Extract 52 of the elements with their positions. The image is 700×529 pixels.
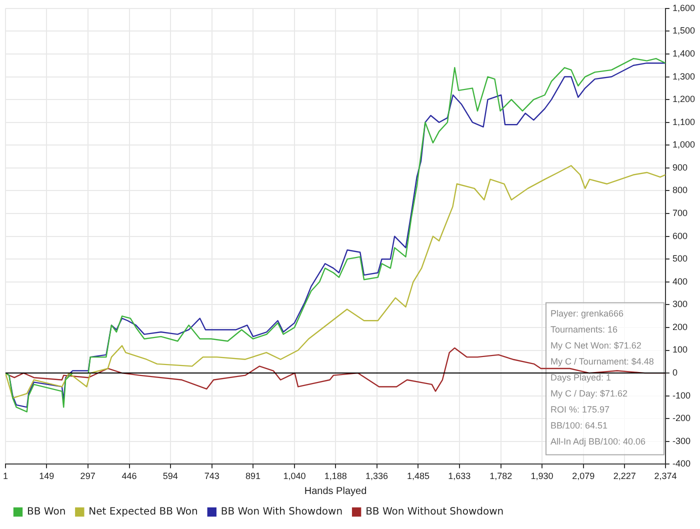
x-tick-label: 1,040 xyxy=(283,471,306,482)
x-tick-label: 743 xyxy=(204,471,220,482)
y-tick-label: 600 xyxy=(672,230,688,241)
x-tick-label: 891 xyxy=(246,471,261,482)
x-tick-label: 2,079 xyxy=(572,471,595,482)
x-tick-label: 1,485 xyxy=(406,471,430,482)
y-tick-label: 800 xyxy=(672,185,688,196)
y-tick-label: 300 xyxy=(672,299,688,310)
y-tick-label: 1,600 xyxy=(672,2,696,13)
y-tick-label: 400 xyxy=(672,276,688,286)
y-tick-label: 1,000 xyxy=(672,140,696,150)
x-tick-label: 2,227 xyxy=(613,471,636,482)
x-tick-label: 1 xyxy=(2,471,8,482)
y-tick-label: 100 xyxy=(672,344,688,355)
x-tick-label: 1,782 xyxy=(490,471,512,482)
x-tick-label: 1,633 xyxy=(448,471,471,482)
legend-label: Net Expected BB Won xyxy=(88,506,198,518)
y-tick-label: -200 xyxy=(672,413,690,424)
x-tick-label: 1,930 xyxy=(530,471,554,482)
y-tick-label: -400 xyxy=(672,458,690,469)
x-axis-title: Hands Played xyxy=(304,486,367,497)
x-tick-label: 446 xyxy=(122,471,137,482)
y-tick-label: 900 xyxy=(672,162,688,172)
annotation: BB/100: 64.51 xyxy=(550,420,608,431)
y-tick-label: 1,200 xyxy=(672,94,696,104)
y-tick-label: 500 xyxy=(672,254,688,264)
annotation: My C Net Won: $71.62 xyxy=(550,340,642,351)
y-tick-label: 200 xyxy=(672,322,688,332)
annotation: Days Played: 1 xyxy=(550,372,612,383)
annotation: My C / Tournament: $4.48 xyxy=(550,356,654,367)
annotation: ROI %: 175.97 xyxy=(550,404,610,415)
x-tick-label: 297 xyxy=(80,471,96,482)
x-tick-label: 1,336 xyxy=(366,471,388,482)
y-tick-label: -100 xyxy=(672,390,690,400)
x-tick-label: 594 xyxy=(162,471,178,482)
annotation: My C / Day: $71.62 xyxy=(550,388,628,399)
y-tick-label: -300 xyxy=(672,436,690,446)
y-tick-label: 1,100 xyxy=(672,116,696,127)
legend-label: BB Won Without Showdown xyxy=(366,506,504,518)
x-tick-label: 1,188 xyxy=(324,471,347,482)
y-tick-label: 1,300 xyxy=(672,71,696,82)
y-tick-label: 1,400 xyxy=(672,48,696,58)
y-tick-label: 700 xyxy=(672,208,688,218)
x-tick-label: 2,374 xyxy=(654,471,677,482)
annotation: All-In Adj BB/100: 40.06 xyxy=(550,436,646,447)
y-tick-label: 0 xyxy=(672,368,678,378)
legend-label: BB Won With Showdown xyxy=(220,506,343,518)
x-tick-label: 149 xyxy=(39,471,54,482)
annotation: Tournaments: 16 xyxy=(550,324,618,335)
annotation: Player: grenka666 xyxy=(550,308,624,319)
legend-label: BB Won xyxy=(27,506,66,518)
y-tick-label: 1,500 xyxy=(672,26,696,36)
